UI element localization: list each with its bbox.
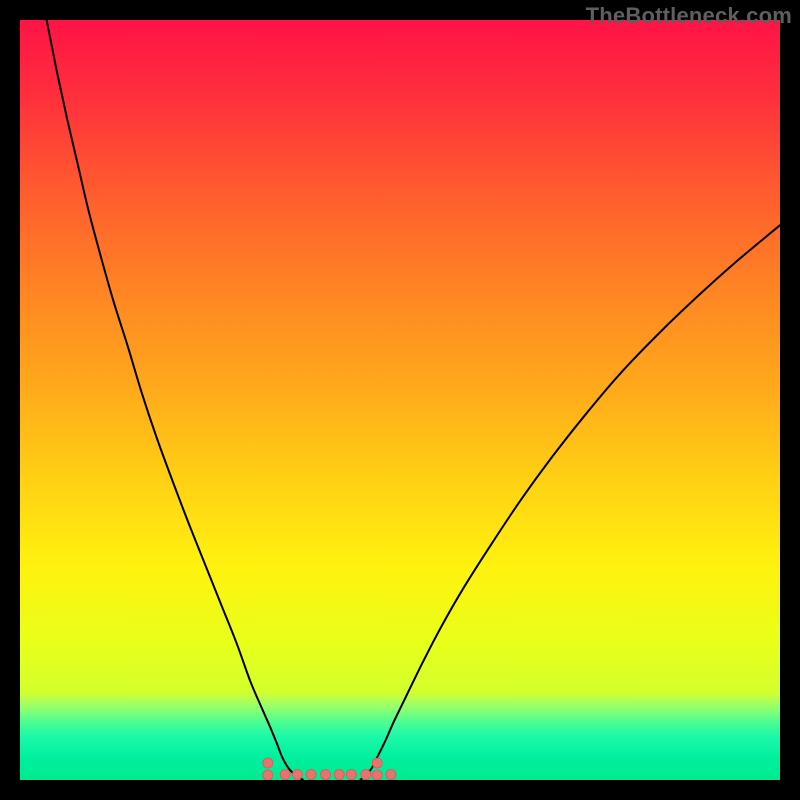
marker-dot: [292, 770, 302, 780]
chart-svg: [20, 20, 780, 780]
marker-dot: [280, 770, 290, 780]
marker-dot: [346, 770, 356, 780]
frame-border-bottom: [0, 780, 800, 800]
marker-dot: [263, 770, 273, 780]
watermark-label: TheBottleneck.com: [586, 3, 792, 29]
marker-dot: [386, 770, 396, 780]
marker-dot: [306, 770, 316, 780]
marker-dot: [372, 758, 382, 768]
marker-dot: [334, 770, 344, 780]
plot-area: [20, 20, 780, 780]
marker-dot: [263, 758, 273, 768]
curve-right: [360, 225, 780, 779]
marker-dot: [361, 770, 371, 780]
marker-dot: [321, 770, 331, 780]
marker-dot: [372, 770, 382, 780]
curve-left: [47, 20, 303, 780]
bottom-markers: [263, 758, 396, 780]
frame-border-right: [780, 0, 800, 800]
frame-border-left: [0, 0, 20, 800]
chart-frame: TheBottleneck.com: [0, 0, 800, 800]
